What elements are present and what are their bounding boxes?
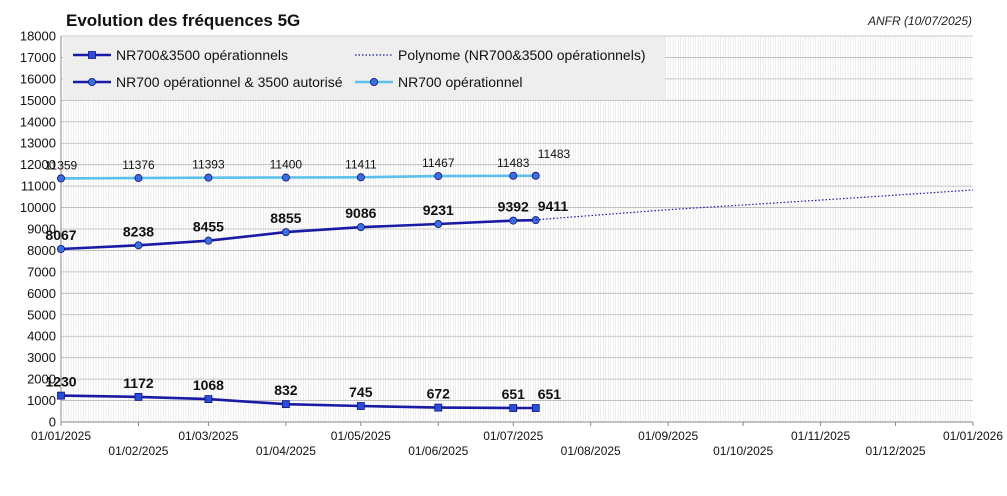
data-label: 8238 xyxy=(123,223,154,239)
data-label: 8067 xyxy=(45,227,76,243)
y-tick-label: 7000 xyxy=(27,264,56,279)
data-point xyxy=(204,395,213,403)
data-label: 745 xyxy=(349,384,373,400)
y-tick-label: 1000 xyxy=(27,393,56,408)
legend-entry: NR700 opérationnel & 3500 autorisé xyxy=(116,74,343,90)
y-tick-label: 12000 xyxy=(20,157,56,172)
x-tick-label: 01/01/2026 xyxy=(943,429,1003,443)
data-label: 11376 xyxy=(122,158,155,172)
data-point xyxy=(281,400,290,409)
data-label: 11359 xyxy=(45,158,78,172)
y-tick-label: 9000 xyxy=(27,222,56,237)
data-label: 11400 xyxy=(270,158,303,172)
y-tick-label: 10000 xyxy=(20,200,56,215)
data-point xyxy=(509,216,518,225)
data-point xyxy=(434,220,443,229)
data-point xyxy=(531,171,540,180)
data-label: 9231 xyxy=(423,202,454,218)
data-label: 651 xyxy=(502,386,526,402)
y-tick-label: 13000 xyxy=(20,136,56,151)
y-tick-label: 0 xyxy=(49,415,56,430)
x-tick-label: 01/12/2025 xyxy=(866,444,926,458)
data-point xyxy=(281,173,290,182)
x-tick-label: 01/04/2025 xyxy=(256,444,316,458)
legend-entry: Polynome (NR700&3500 opérationnels) xyxy=(398,47,645,63)
x-tick-label: 01/02/2025 xyxy=(108,444,168,458)
data-label: 11483 xyxy=(538,147,571,161)
x-tick-label: 01/08/2025 xyxy=(561,444,621,458)
data-point xyxy=(356,223,365,232)
data-point xyxy=(57,174,66,183)
data-point xyxy=(134,392,143,401)
y-tick-label: 3000 xyxy=(27,350,56,365)
x-tick-label: 01/05/2025 xyxy=(331,429,391,443)
y-tick-label: 17000 xyxy=(20,50,56,65)
chart-source: ANFR (10/07/2025) xyxy=(867,14,972,28)
legend-entry: NR700 opérationnel xyxy=(398,74,523,90)
data-label: 672 xyxy=(427,386,451,402)
x-tick-label: 01/01/2025 xyxy=(31,429,91,443)
data-point xyxy=(356,402,365,410)
data-label: 651 xyxy=(538,386,562,402)
y-tick-label: 14000 xyxy=(20,114,56,129)
data-label: 8455 xyxy=(193,219,224,235)
y-tick-label: 16000 xyxy=(20,71,56,86)
data-label: 1230 xyxy=(45,374,76,390)
y-tick-label: 2000 xyxy=(27,372,56,387)
data-point xyxy=(509,171,518,180)
data-point xyxy=(204,173,213,182)
series-line xyxy=(60,218,536,251)
data-labels: 11359 11376 11393 11400 11411 11467 11483 11483… xyxy=(45,147,571,402)
legend-box xyxy=(63,37,665,99)
data-label: 9392 xyxy=(498,199,529,215)
y-tick-label: 6000 xyxy=(27,286,56,301)
data-label: 11483 xyxy=(497,156,530,170)
data-label: 832 xyxy=(274,382,298,398)
data-label: 9411 xyxy=(538,198,569,214)
y-tick-label: 18000 xyxy=(20,29,56,44)
data-label: 11467 xyxy=(422,156,455,170)
y-tick-label: 5000 xyxy=(27,307,56,322)
axes: 0 1000 2000 3000 4000 5000 6000 7000 8000 9000 100… xyxy=(20,29,1004,459)
legend-entry: NR700&3500 opérationnels xyxy=(116,47,288,63)
legend-marker xyxy=(88,51,96,59)
legend: NR700&3500 opérationnels Polynome (NR700&… xyxy=(63,37,665,99)
data-point xyxy=(434,403,443,412)
data-point xyxy=(57,391,65,400)
y-tick-label: 11000 xyxy=(21,179,56,194)
data-point xyxy=(531,404,540,412)
data-point xyxy=(57,245,66,254)
data-label: 8855 xyxy=(270,210,301,226)
x-tick-label: 01/07/2025 xyxy=(483,429,543,443)
data-point xyxy=(509,404,518,412)
data-label: 11393 xyxy=(192,158,225,172)
series-line xyxy=(60,174,536,180)
data-point xyxy=(134,174,143,183)
x-tick-label: 01/06/2025 xyxy=(408,444,468,458)
data-label: 1068 xyxy=(193,377,224,393)
x-tick-label: 01/09/2025 xyxy=(638,429,698,443)
x-tick-label: 01/11/2025 xyxy=(791,429,850,443)
data-point xyxy=(281,228,290,237)
y-tick-label: 4000 xyxy=(27,329,56,344)
y-tick-label: 8000 xyxy=(27,243,56,258)
trend-line-polynome xyxy=(535,189,974,221)
data-point xyxy=(134,241,143,250)
x-tick-label: 01/03/2025 xyxy=(178,429,238,443)
data-point xyxy=(204,236,213,245)
series-layer xyxy=(57,171,974,412)
x-tick-label: 01/10/2025 xyxy=(713,444,773,458)
legend-marker xyxy=(369,78,378,87)
data-label: 1172 xyxy=(123,375,154,391)
y-tick-label: 15000 xyxy=(20,93,56,108)
data-label: 11411 xyxy=(345,157,377,171)
data-label: 9086 xyxy=(345,205,376,221)
grid xyxy=(61,35,973,423)
legend-marker xyxy=(88,78,97,87)
chart-title: Evolution des fréquences 5G xyxy=(66,11,300,30)
data-point xyxy=(356,173,365,182)
data-point xyxy=(434,172,443,181)
series-line xyxy=(60,394,536,410)
